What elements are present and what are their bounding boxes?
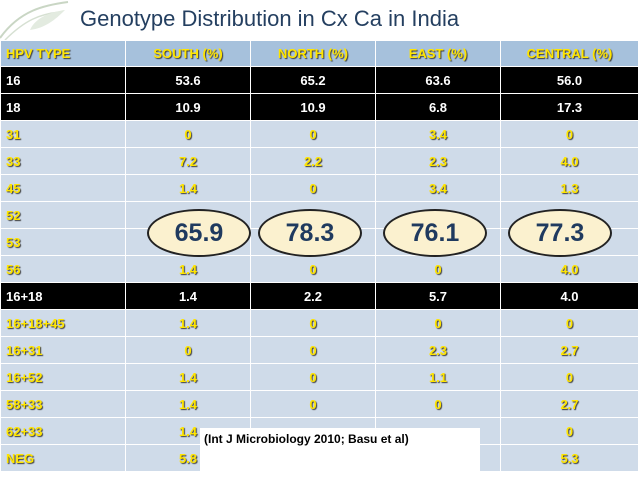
- header-central: CENTRAL (%): [500, 40, 638, 67]
- cell-value: 2.7: [500, 336, 638, 364]
- cell-value: 4.0: [500, 255, 638, 283]
- table-row: 31 0 0 3.4 0: [0, 120, 638, 148]
- total-central-oval: 77.3: [508, 209, 612, 257]
- cell-value: 1.4: [125, 255, 251, 283]
- table-row: 18 10.9 10.9 6.8 17.3: [0, 93, 638, 121]
- cell-value: 3.4: [375, 120, 501, 148]
- table-row: 16+18+45 1.4 0 0 0: [0, 309, 638, 337]
- cell-value: 5.3: [500, 444, 638, 472]
- leaf-decoration-icon: [0, 1, 69, 40]
- row-hpv-type: 16+18+45: [0, 309, 126, 337]
- cell-value: 4.0: [500, 147, 638, 175]
- cell-value: 65.2: [250, 66, 376, 94]
- cell-value: 1.4: [125, 174, 251, 202]
- row-hpv-type: 53: [0, 228, 126, 256]
- cell-value: 0: [125, 120, 251, 148]
- table-row: 16 53.6 65.2 63.6 56.0: [0, 66, 638, 94]
- row-hpv-type: 18: [0, 93, 126, 121]
- row-hpv-type: 62+33: [0, 417, 126, 445]
- table-row: 58+33 1.4 0 0 2.7: [0, 390, 638, 418]
- cell-value: 1.4: [125, 363, 251, 391]
- row-hpv-type: 52: [0, 201, 126, 229]
- cell-value: 2.7: [500, 390, 638, 418]
- table-row: 56 1.4 0 0 4.0: [0, 255, 638, 283]
- row-hpv-type: 45: [0, 174, 126, 202]
- total-north-oval: 78.3: [258, 209, 362, 257]
- header-hpv-type: HPV TYPE: [0, 40, 126, 67]
- header-east: EAST (%): [375, 40, 501, 67]
- cell-value: 2.3: [375, 336, 501, 364]
- table-row: 33 7.2 2.2 2.3 4.0: [0, 147, 638, 175]
- cell-value: 0: [500, 417, 638, 445]
- cell-value: 4.0: [500, 282, 638, 310]
- row-hpv-type: 16+52: [0, 363, 126, 391]
- cell-value: 0: [250, 363, 376, 391]
- cell-value: 0: [500, 120, 638, 148]
- cell-value: 0: [250, 336, 376, 364]
- cell-value: 1.3: [500, 174, 638, 202]
- cell-value: 0: [250, 390, 376, 418]
- cell-value: 10.9: [125, 93, 251, 121]
- row-hpv-type: 16+18: [0, 282, 126, 310]
- row-hpv-type: 56: [0, 255, 126, 283]
- row-hpv-type: 31: [0, 120, 126, 148]
- cell-value: 0: [500, 309, 638, 337]
- table-row: 16+31 0 0 2.3 2.7: [0, 336, 638, 364]
- slide-title: Genotype Distribution in Cx Ca in India: [80, 6, 460, 31]
- cell-value: 56.0: [500, 66, 638, 94]
- cell-value: 0: [250, 174, 376, 202]
- cell-value: 0: [250, 255, 376, 283]
- header-south: SOUTH (%): [125, 40, 251, 67]
- cell-value: 1.4: [125, 282, 251, 310]
- row-hpv-type: 33: [0, 147, 126, 175]
- table-row: 45 1.4 0 3.4 1.3: [0, 174, 638, 202]
- cell-value: 0: [375, 309, 501, 337]
- cell-value: 1.1: [375, 363, 501, 391]
- cell-value: 2.2: [250, 282, 376, 310]
- slide-header: Genotype Distribution in Cx Ca in India: [0, 0, 638, 40]
- cell-value: 53.6: [125, 66, 251, 94]
- header-north: NORTH (%): [250, 40, 376, 67]
- cell-value: 3.4: [375, 174, 501, 202]
- cell-value: 0: [500, 363, 638, 391]
- row-hpv-type: 16+31: [0, 336, 126, 364]
- row-hpv-type: NEG: [0, 444, 126, 472]
- table-row: 16+52 1.4 0 1.1 0: [0, 363, 638, 391]
- cell-value: 0: [375, 390, 501, 418]
- cell-value: 10.9: [250, 93, 376, 121]
- citation-box: (Int J Microbiology 2010; Basu et al): [200, 428, 480, 474]
- table-row: 16+18 1.4 2.2 5.7 4.0: [0, 282, 638, 310]
- table-header-row: HPV TYPE SOUTH (%) NORTH (%) EAST (%) CE…: [0, 40, 638, 67]
- row-hpv-type: 58+33: [0, 390, 126, 418]
- cell-value: 2.3: [375, 147, 501, 175]
- cell-value: 1.4: [125, 390, 251, 418]
- cell-value: 63.6: [375, 66, 501, 94]
- cell-value: 1.4: [125, 309, 251, 337]
- cell-value: 0: [250, 120, 376, 148]
- cell-value: 0: [250, 309, 376, 337]
- total-east-oval: 76.1: [383, 209, 487, 257]
- cell-value: 2.2: [250, 147, 376, 175]
- cell-value: 7.2: [125, 147, 251, 175]
- total-south-oval: 65.9: [147, 209, 251, 257]
- cell-value: 5.7: [375, 282, 501, 310]
- cell-value: 0: [375, 255, 501, 283]
- cell-value: 0: [125, 336, 251, 364]
- cell-value: 6.8: [375, 93, 501, 121]
- cell-value: 17.3: [500, 93, 638, 121]
- row-hpv-type: 16: [0, 66, 126, 94]
